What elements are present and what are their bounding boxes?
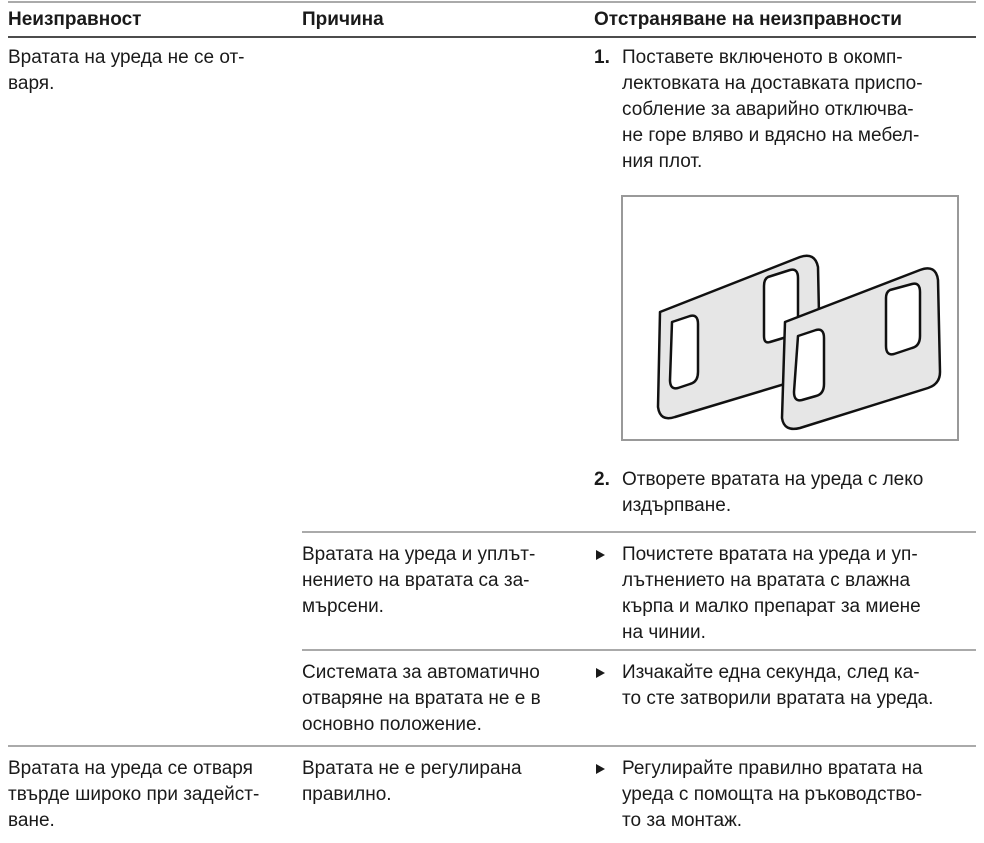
bullet-icon	[596, 550, 605, 560]
cause-text: нението на вратата са за-	[302, 570, 530, 591]
bullet-icon	[596, 668, 605, 678]
fault-text: варя.	[8, 73, 54, 94]
column-header: Отстраняване на неизправности	[594, 9, 902, 30]
remedy-text: Изчакайте една секунда, след ка-	[622, 662, 920, 683]
column-header: Причина	[302, 9, 384, 30]
step-text: лектовката на доставката приспо-	[622, 73, 923, 94]
illustration	[621, 195, 959, 441]
step-text: собление за аварийно отключва-	[622, 99, 914, 120]
remedy-text: кърпа и малко препарат за миене	[622, 596, 921, 617]
cause-text: Системата за автоматично	[302, 662, 540, 683]
column-header: Неизправност	[8, 9, 141, 30]
step-text: издърпване.	[622, 495, 731, 516]
cause-text: правилно.	[302, 784, 392, 805]
remedy-text: то за монтаж.	[622, 810, 742, 831]
fault-text: ване.	[8, 810, 55, 831]
step-number: 2.	[594, 469, 610, 490]
fault-text: Вратата на уреда не се от-	[8, 47, 245, 68]
step-text: ния плот.	[622, 151, 702, 172]
step-number: 1.	[594, 47, 610, 68]
remedy-text: Регулирайте правилно вратата на	[622, 758, 923, 779]
cause-text: Вратата на уреда и уплът-	[302, 544, 535, 565]
cause-text: основно положение.	[302, 714, 482, 735]
remedy-text: лътнението на вратата с влажна	[622, 570, 911, 591]
step-text: не горе вляво и вдясно на мебел-	[622, 125, 919, 146]
cause-text: Вратата не е регулирана	[302, 758, 522, 779]
bullet-icon	[596, 764, 605, 774]
cause-text: мърсени.	[302, 596, 384, 617]
remedy-text: уреда с помощта на ръководство-	[622, 784, 922, 805]
fault-text: твърде широко при задейст-	[8, 784, 259, 805]
remedy-text: Почистете вратата на уреда и уп-	[622, 544, 918, 565]
step-text: Поставете включеното в окомп-	[622, 47, 903, 68]
cause-text: отваряне на вратата не е в	[302, 688, 541, 709]
step-text: Отворете вратата на уреда с леко	[622, 469, 923, 490]
remedy-text: на чинии.	[622, 622, 706, 643]
fault-text: Вратата на уреда се отваря	[8, 758, 253, 779]
remedy-text: то сте затворили вратата на уреда.	[622, 688, 933, 709]
